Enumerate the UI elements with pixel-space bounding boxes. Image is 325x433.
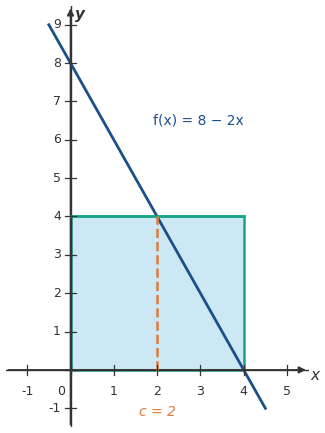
Text: -1: -1 (49, 402, 61, 415)
Text: 7: 7 (53, 95, 61, 108)
Text: 1: 1 (110, 385, 118, 398)
Text: 2: 2 (53, 287, 61, 300)
Text: x: x (311, 368, 320, 383)
Text: 8: 8 (53, 57, 61, 70)
Text: 6: 6 (53, 133, 61, 146)
Text: 0: 0 (57, 385, 65, 398)
Text: 4: 4 (53, 210, 61, 223)
Text: 3: 3 (53, 249, 61, 262)
Text: 1: 1 (53, 325, 61, 338)
Bar (71, 216, 244, 370)
Text: -1: -1 (21, 385, 33, 398)
Text: 5: 5 (53, 171, 61, 184)
Text: 5: 5 (283, 385, 291, 398)
Text: f(x) = 8 − 2x: f(x) = 8 − 2x (153, 113, 243, 128)
Text: c = 2: c = 2 (139, 405, 176, 419)
Text: 3: 3 (196, 385, 204, 398)
Text: 9: 9 (53, 18, 61, 31)
Text: 2: 2 (153, 385, 161, 398)
Text: y: y (75, 7, 85, 23)
Text: 4: 4 (240, 385, 248, 398)
